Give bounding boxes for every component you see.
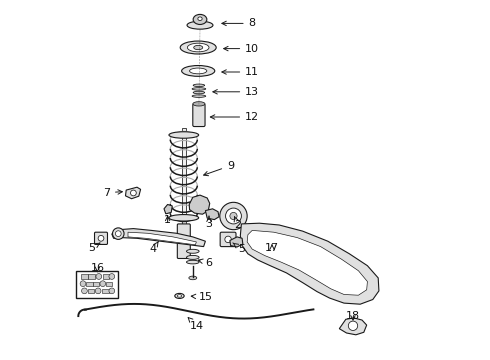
Polygon shape bbox=[112, 229, 205, 247]
Polygon shape bbox=[128, 232, 196, 245]
Bar bbox=[103, 274, 109, 279]
Bar bbox=[106, 282, 112, 286]
Polygon shape bbox=[240, 223, 379, 304]
FancyBboxPatch shape bbox=[95, 232, 107, 244]
Circle shape bbox=[95, 288, 101, 294]
Ellipse shape bbox=[190, 68, 207, 74]
Ellipse shape bbox=[194, 45, 203, 50]
Ellipse shape bbox=[193, 91, 205, 94]
Polygon shape bbox=[339, 318, 367, 335]
Circle shape bbox=[109, 288, 115, 294]
Circle shape bbox=[109, 274, 115, 279]
Bar bbox=[182, 128, 186, 225]
Ellipse shape bbox=[198, 17, 202, 21]
Circle shape bbox=[80, 281, 86, 287]
Bar bbox=[86, 282, 93, 286]
Bar bbox=[81, 274, 88, 279]
Ellipse shape bbox=[180, 41, 216, 54]
Circle shape bbox=[225, 208, 242, 224]
Ellipse shape bbox=[193, 102, 205, 106]
Ellipse shape bbox=[169, 132, 198, 138]
Text: 18: 18 bbox=[346, 311, 360, 321]
Circle shape bbox=[220, 202, 247, 230]
Polygon shape bbox=[164, 204, 172, 214]
Text: 5: 5 bbox=[233, 243, 245, 254]
Text: 11: 11 bbox=[222, 67, 259, 77]
Circle shape bbox=[81, 288, 87, 294]
FancyBboxPatch shape bbox=[177, 224, 190, 258]
Ellipse shape bbox=[187, 260, 199, 264]
Ellipse shape bbox=[169, 215, 198, 221]
Polygon shape bbox=[189, 195, 210, 214]
Circle shape bbox=[116, 231, 121, 237]
Circle shape bbox=[100, 281, 106, 287]
Text: 9: 9 bbox=[204, 161, 234, 176]
Polygon shape bbox=[230, 237, 243, 247]
FancyBboxPatch shape bbox=[220, 232, 236, 247]
Circle shape bbox=[113, 228, 124, 239]
Ellipse shape bbox=[192, 95, 206, 97]
Text: 16: 16 bbox=[90, 263, 104, 273]
Bar bbox=[88, 289, 94, 293]
Ellipse shape bbox=[189, 276, 197, 280]
Circle shape bbox=[130, 190, 136, 196]
FancyBboxPatch shape bbox=[193, 104, 205, 126]
Circle shape bbox=[225, 236, 231, 243]
Bar bbox=[76, 271, 118, 298]
Ellipse shape bbox=[187, 249, 199, 253]
Ellipse shape bbox=[187, 256, 199, 259]
Ellipse shape bbox=[192, 88, 206, 90]
Text: 10: 10 bbox=[223, 44, 259, 54]
Ellipse shape bbox=[187, 43, 209, 52]
Circle shape bbox=[230, 212, 237, 220]
Text: 13: 13 bbox=[213, 87, 259, 97]
Text: 5: 5 bbox=[88, 243, 100, 253]
Text: 4: 4 bbox=[149, 241, 158, 254]
Text: 15: 15 bbox=[191, 292, 212, 302]
Bar bbox=[88, 274, 95, 279]
Text: 1: 1 bbox=[164, 215, 171, 225]
Ellipse shape bbox=[193, 84, 205, 86]
Text: 7: 7 bbox=[103, 188, 122, 198]
Circle shape bbox=[348, 321, 358, 330]
Text: 8: 8 bbox=[222, 18, 256, 28]
Circle shape bbox=[98, 235, 104, 241]
Ellipse shape bbox=[182, 66, 215, 76]
Ellipse shape bbox=[187, 21, 213, 29]
Ellipse shape bbox=[177, 294, 182, 297]
Text: 6: 6 bbox=[198, 258, 213, 268]
Bar bbox=[93, 282, 99, 286]
Ellipse shape bbox=[175, 293, 184, 298]
Polygon shape bbox=[205, 209, 219, 220]
Ellipse shape bbox=[193, 14, 207, 24]
Text: 3: 3 bbox=[205, 216, 213, 229]
Text: 2: 2 bbox=[234, 217, 242, 230]
Text: 12: 12 bbox=[210, 112, 259, 122]
Polygon shape bbox=[247, 230, 368, 295]
Text: 17: 17 bbox=[265, 243, 279, 253]
Polygon shape bbox=[125, 187, 141, 199]
Bar bbox=[102, 289, 109, 293]
Text: 14: 14 bbox=[188, 318, 203, 331]
Circle shape bbox=[96, 274, 102, 279]
